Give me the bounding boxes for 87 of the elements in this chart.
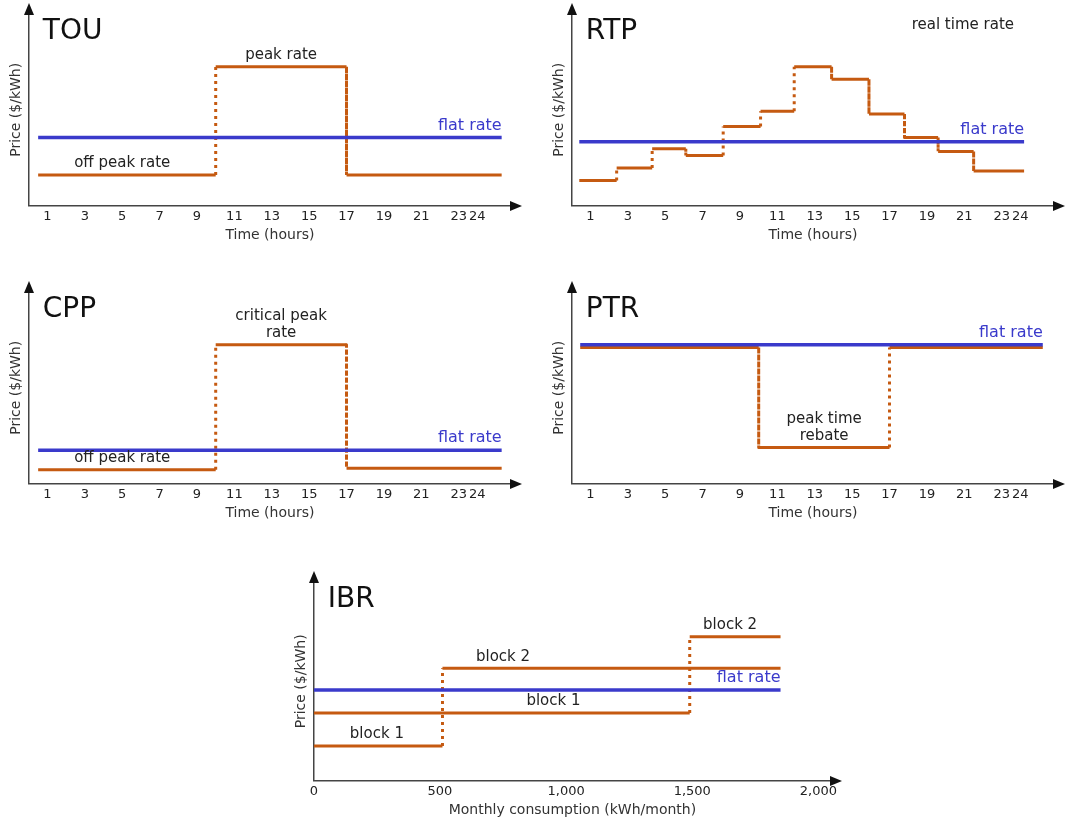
series-label: flat rate [979,321,1043,341]
x-tick-label: 21 [413,207,430,223]
x-tick-label: 3 [80,485,90,501]
x-tick-label: 24 [1012,485,1029,501]
x-tick-label: 17 [338,207,355,223]
x-tick-label: 1 [586,485,595,501]
x-tick-label: 500 [427,782,453,798]
x-tick-label: 24 [469,485,486,501]
x-tick-label: 17 [881,485,898,501]
x-tick-label: 1,500 [673,782,711,798]
x-tick-label: 7 [155,207,164,223]
x-tick-label: 24 [1012,207,1029,223]
x-tick-label: 1 [43,485,52,501]
y-axis-title: Price ($/kWh) [7,340,24,435]
x-tick-label: 23 [450,485,467,501]
chart-title: RTP [585,13,638,47]
x-tick-label: 3 [623,207,633,223]
annotation: block 1 [349,724,404,743]
x-tick-label: 23 [993,207,1010,223]
x-axis-title: Time (hours) [224,226,315,243]
x-tick-label: 2,000 [799,782,837,798]
x-tick-label: 11 [226,207,243,223]
x-tick-label: 21 [413,485,430,501]
x-tick-label: 13 [263,207,281,223]
x-tick-label: 24 [469,207,486,223]
x-tick-label: 5 [118,485,127,501]
x-tick-label: 1,000 [547,782,585,798]
x-tick-label: 13 [263,485,281,501]
x-tick-label: 19 [375,207,393,223]
annotation: critical peak rate [235,306,328,342]
annotation: block 2 [475,646,531,665]
x-tick-label: 13 [806,207,824,223]
x-axis-title: Time (hours) [224,504,315,521]
x-tick-label: 15 [300,485,318,501]
x-tick-label: 0 [309,782,318,798]
x-tick-label: 11 [226,485,243,501]
x-tick-label: 9 [192,207,202,223]
x-tick-label: 5 [661,207,670,223]
x-tick-label: 21 [956,207,973,223]
x-tick-label: 15 [300,207,318,223]
x-tick-label: 5 [118,207,127,223]
x-tick-label: 11 [769,207,786,223]
series-label: flat rate [960,118,1025,138]
x-axis-title: Time (hours) [767,504,858,521]
series-label: flat rate [716,667,781,687]
annotation: peak rate [245,45,318,64]
x-tick-label: 23 [450,207,467,223]
y-axis-title: Price ($/kWh) [550,340,567,435]
x-tick-label: 5 [661,485,670,501]
y-axis-title: Price ($/kWh) [550,62,567,157]
annotation: off peak rate [74,153,171,172]
chart-title: CPP [42,291,97,325]
chart-title: TOU [41,13,103,47]
chart-title: IBR [327,581,375,615]
x-axis-title: Time (hours) [767,226,858,243]
x-tick-label: 3 [80,207,90,223]
x-tick-label: 3 [623,485,633,501]
series-label: flat rate [437,427,502,447]
annotation: block 2 [703,615,758,634]
annotation: block 1 [526,691,581,710]
x-tick-label: 19 [918,485,936,501]
x-tick-label: 15 [843,485,861,501]
annotation: peak time rebate [786,408,862,444]
y-axis-title: Price ($/kWh) [292,634,309,729]
x-tick-label: 21 [956,485,973,501]
x-tick-label: 9 [735,485,745,501]
y-axis-title: Price ($/kWh) [7,62,24,157]
annotation: off peak rate [74,448,171,467]
x-axis-title: Monthly consumption (kWh/month) [448,801,697,818]
x-tick-label: 9 [735,207,745,223]
x-tick-label: 17 [881,207,898,223]
x-tick-label: 13 [806,485,824,501]
x-tick-label: 9 [192,485,202,501]
x-tick-label: 15 [843,207,861,223]
x-tick-label: 7 [698,485,707,501]
x-tick-label: 23 [993,485,1010,501]
x-tick-label: 1 [586,207,595,223]
series-label: flat rate [437,114,502,134]
x-tick-label: 1 [43,207,52,223]
x-tick-label: 7 [698,207,707,223]
x-tick-label: 17 [338,485,355,501]
x-tick-label: 19 [918,207,936,223]
text: real time rate [911,15,1014,34]
x-tick-label: 19 [375,485,393,501]
x-tick-label: 7 [155,485,164,501]
x-tick-label: 11 [769,485,786,501]
chart-title: PTR [585,291,640,325]
